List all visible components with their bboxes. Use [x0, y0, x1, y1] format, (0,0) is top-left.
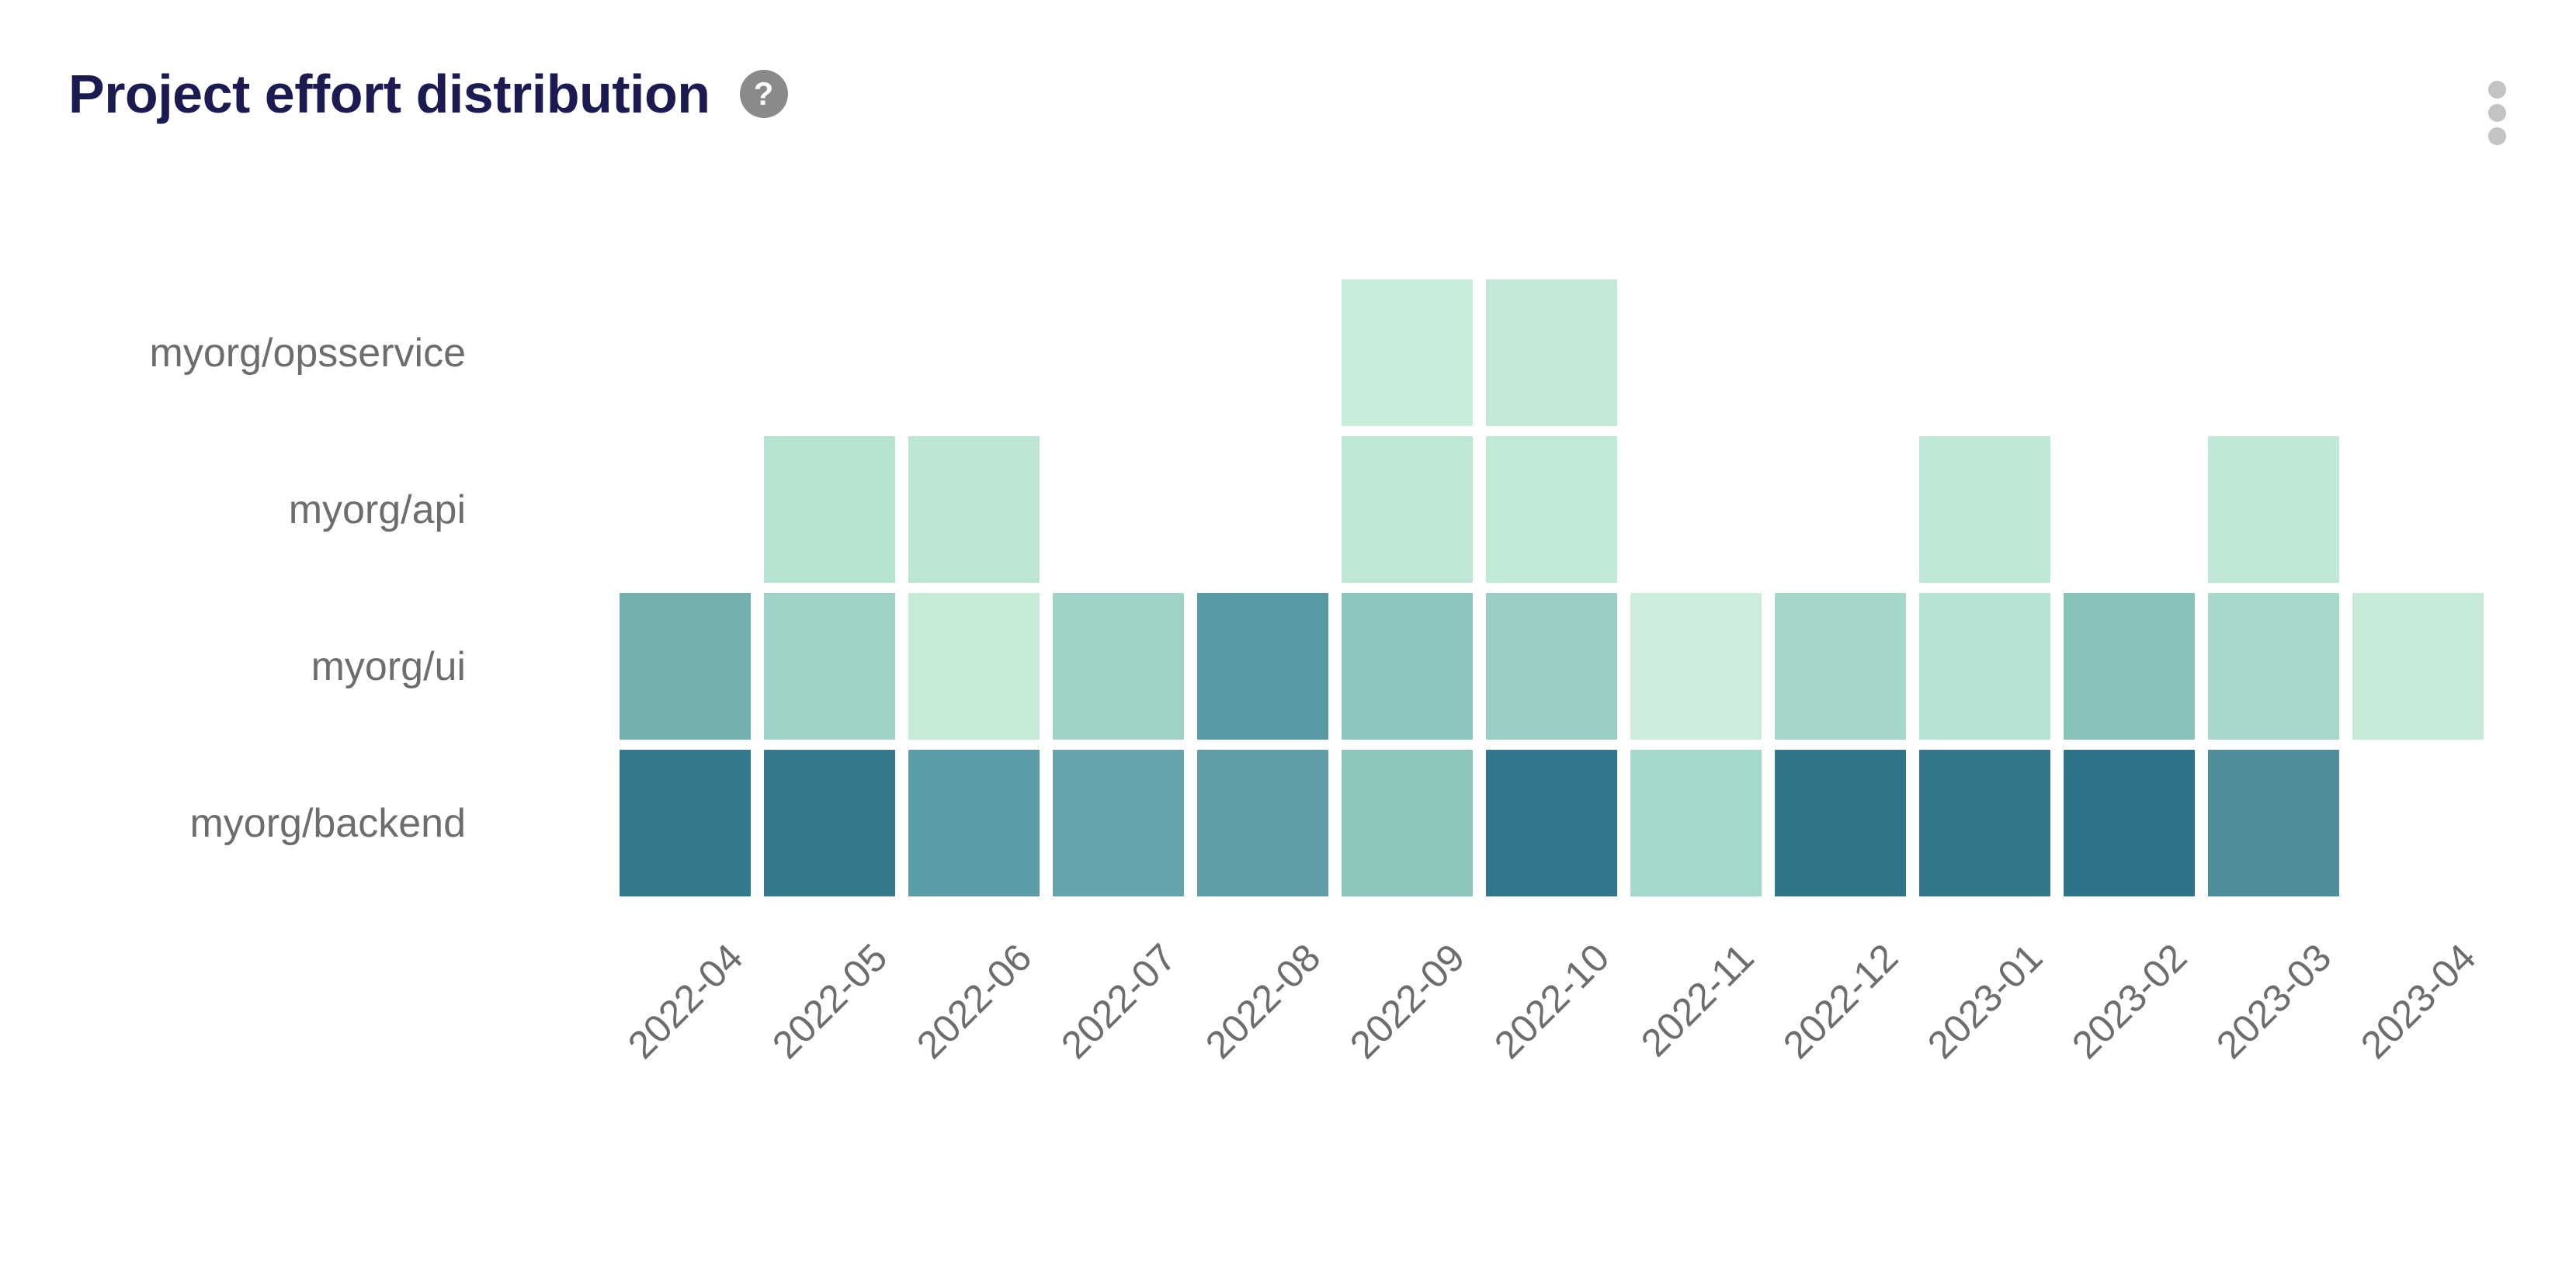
heatmap-cell-myorg-ui-2022-11[interactable]: [1630, 593, 1762, 740]
heatmap-cell-myorg-api-2022-05[interactable]: [764, 436, 895, 583]
heatmap-cell-myorg-ui-2023-04[interactable]: [2352, 593, 2484, 740]
chart-header: Project effort distribution ?: [68, 67, 788, 121]
kebab-dot: [2488, 127, 2506, 145]
heatmap-cell-myorg-backend-2022-07[interactable]: [1053, 750, 1184, 896]
x-axis-label-2022-11: 2022-11: [1632, 935, 1762, 1066]
heatmap-cell-myorg-backend-2023-01[interactable]: [1919, 750, 2050, 896]
row-label-myorg-ui: myorg/ui: [311, 643, 466, 689]
x-axis-label-2023-03: 2023-03: [2208, 935, 2340, 1067]
kebab-dot: [2488, 104, 2506, 122]
kebab-dot: [2488, 81, 2506, 99]
heatmap-cell-myorg-ui-2022-10[interactable]: [1486, 593, 1617, 740]
x-axis-label-2023-01: 2023-01: [1919, 935, 2051, 1067]
heatmap-cell-myorg-opsservice-2022-09[interactable]: [1342, 279, 1473, 426]
heatmap-cell-myorg-ui-2022-05[interactable]: [764, 593, 895, 740]
heatmap-cell-myorg-api-2022-09[interactable]: [1342, 436, 1473, 583]
heatmap-cell-myorg-backend-2022-09[interactable]: [1342, 750, 1473, 896]
x-axis-label-2022-09: 2022-09: [1342, 935, 1474, 1067]
heatmap-cell-myorg-api-2022-10[interactable]: [1486, 436, 1617, 583]
heatmap-cell-myorg-opsservice-2022-10[interactable]: [1486, 279, 1617, 426]
row-label-myorg-opsservice: myorg/opsservice: [149, 330, 466, 376]
heatmap-cell-myorg-ui-2022-08[interactable]: [1197, 593, 1328, 740]
x-axis-label-2022-08: 2022-08: [1197, 935, 1329, 1067]
heatmap-cell-myorg-api-2023-01[interactable]: [1919, 436, 2050, 583]
heatmap-cell-myorg-backend-2023-02[interactable]: [2064, 750, 2195, 896]
x-axis-label-2022-12: 2022-12: [1775, 935, 1907, 1067]
heatmap-cell-myorg-ui-2023-02[interactable]: [2064, 593, 2195, 740]
heatmap-cell-myorg-ui-2022-12[interactable]: [1775, 593, 1906, 740]
heatmap-cell-myorg-api-2023-03[interactable]: [2208, 436, 2339, 583]
x-axis-label-2022-05: 2022-05: [764, 935, 896, 1067]
heatmap-cell-myorg-ui-2022-06[interactable]: [908, 593, 1040, 740]
heatmap-cell-myorg-backend-2022-08[interactable]: [1197, 750, 1328, 896]
heatmap-cell-myorg-backend-2023-03[interactable]: [2208, 750, 2339, 896]
heatmap-cell-myorg-backend-2022-06[interactable]: [908, 750, 1040, 896]
heatmap-cell-myorg-ui-2022-09[interactable]: [1342, 593, 1473, 740]
heatmap-cell-myorg-backend-2022-12[interactable]: [1775, 750, 1906, 896]
help-icon-glyph: ?: [753, 75, 774, 112]
heatmap-cell-myorg-api-2022-06[interactable]: [908, 436, 1040, 583]
heatmap-cell-myorg-backend-2022-11[interactable]: [1630, 750, 1762, 896]
heatmap-cell-myorg-ui-2022-07[interactable]: [1053, 593, 1184, 740]
heatmap-cell-myorg-ui-2023-01[interactable]: [1919, 593, 2050, 740]
x-axis-label-2023-02: 2023-02: [2064, 935, 2196, 1067]
chart-title: Project effort distribution: [68, 64, 710, 124]
row-label-myorg-api: myorg/api: [288, 487, 466, 532]
kebab-menu-icon[interactable]: [2488, 81, 2506, 145]
x-axis-label-2022-10: 2022-10: [1486, 935, 1618, 1067]
heatmap-cell-myorg-ui-2022-04[interactable]: [620, 593, 751, 740]
heatmap-cell-myorg-backend-2022-04[interactable]: [620, 750, 751, 896]
x-axis-label-2022-06: 2022-06: [908, 935, 1040, 1067]
heatmap-cell-myorg-backend-2022-05[interactable]: [764, 750, 895, 896]
x-axis-label-2023-04: 2023-04: [2352, 935, 2484, 1067]
heatmap-cell-myorg-ui-2023-03[interactable]: [2208, 593, 2339, 740]
x-axis-label-2022-07: 2022-07: [1053, 935, 1185, 1067]
row-label-myorg-backend: myorg/backend: [189, 800, 466, 846]
help-icon[interactable]: ?: [739, 70, 788, 118]
x-axis-label-2022-04: 2022-04: [620, 935, 752, 1067]
heatmap-cell-myorg-backend-2022-10[interactable]: [1486, 750, 1617, 896]
